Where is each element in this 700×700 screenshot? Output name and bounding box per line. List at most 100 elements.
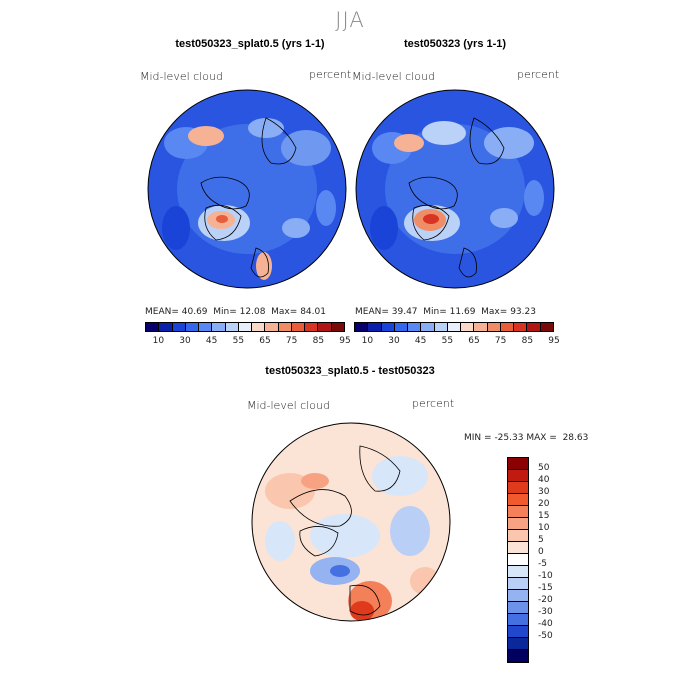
diff-colorbar-tick-label: -10 <box>538 571 553 581</box>
diff-colorbar-tick-label: 30 <box>538 487 550 497</box>
panel-2-min: 11.69 <box>449 307 476 317</box>
colorbar-swatch <box>305 323 319 331</box>
panel-1-greenland-max <box>216 215 228 223</box>
panel-2-units: percent <box>517 68 560 81</box>
colorbar-tick-label: 95 <box>339 336 351 346</box>
colorbar-swatch <box>381 323 395 331</box>
colorbar-swatch <box>291 323 306 331</box>
panel-2-max-label: Max= <box>481 307 508 317</box>
panel-2-colorbar <box>354 322 554 332</box>
colorbar-swatch <box>408 323 422 331</box>
diff-panel-variable: Mid-level cloud <box>247 399 330 412</box>
colorbar-swatch <box>540 323 553 331</box>
diff-colorbar-swatch <box>508 542 528 554</box>
diff-colorbar-tick-label: -50 <box>538 631 553 641</box>
panel-2-mean: 39.47 <box>391 307 418 317</box>
diff-colorbar-swatch <box>508 626 528 638</box>
diff-min: -25.33 <box>494 433 524 443</box>
colorbar-swatch <box>447 323 462 331</box>
diff-max-label: MAX = <box>526 433 557 443</box>
panel-2-polar-map <box>355 89 555 289</box>
diff-colorbar-swatch <box>508 590 528 602</box>
diff-colorbar-swatch <box>508 614 528 626</box>
diff-panel-title: test050323_splat0.5 - test050323 <box>265 365 435 377</box>
panel-1-max: 84.01 <box>300 307 326 317</box>
panel-2-siberia-high <box>394 134 424 152</box>
colorbar-swatch <box>368 323 382 331</box>
colorbar-tick-label: 45 <box>414 336 427 346</box>
diff-colorbar-swatch <box>508 494 528 506</box>
colorbar-swatch <box>394 323 409 331</box>
panel-1-variable: Mid-level cloud <box>140 70 223 83</box>
colorbar-swatch <box>514 323 528 331</box>
diff-colorbar-tick-label: 50 <box>538 463 550 473</box>
diff-min-label: MIN = <box>464 433 492 443</box>
panel-1-mean-label: MEAN= <box>145 307 179 317</box>
colorbar-tick-label: 65 <box>468 336 480 346</box>
diff-colorbar-tick-label: 10 <box>538 523 550 533</box>
panel-2-min-label: Min= <box>423 307 447 317</box>
colorbar-tick-label: 45 <box>205 336 218 346</box>
panel-2-max: 93.23 <box>510 307 536 317</box>
diff-colorbar-swatch <box>508 482 528 494</box>
colorbar-swatch <box>474 323 488 331</box>
diff-colorbar-swatch <box>508 518 528 530</box>
colorbar-swatch <box>500 323 515 331</box>
colorbar-tick-label: 30 <box>179 336 191 346</box>
panel-1-mean: 40.69 <box>181 307 208 317</box>
colorbar-tick-label: 95 <box>548 336 560 346</box>
diff-colorbar-swatch <box>508 470 528 482</box>
panel-2-title: test050323 (yrs 1-1) <box>403 38 507 50</box>
panel-1-colorbar <box>145 322 345 332</box>
colorbar-swatch <box>331 323 344 331</box>
colorbar-swatch <box>238 323 253 331</box>
colorbar-swatch <box>278 323 292 331</box>
colorbar-swatch <box>212 323 226 331</box>
colorbar-swatch <box>434 323 448 331</box>
colorbar-swatch <box>172 323 186 331</box>
diff-colorbar-swatch <box>508 650 528 662</box>
diff-colorbar-tick-label: 5 <box>538 535 544 545</box>
colorbar-swatch <box>421 323 435 331</box>
diff-colorbar-swatch <box>508 506 528 518</box>
colorbar-swatch <box>461 323 475 331</box>
diff-panel-units: percent <box>412 397 455 410</box>
colorbar-swatch <box>487 323 501 331</box>
panel-1-siberia-high <box>188 126 224 146</box>
diff-colorbar-swatch <box>508 530 528 542</box>
colorbar-swatch <box>225 323 239 331</box>
diff-colorbar-tick-label: 0 <box>538 547 544 557</box>
panel-2-colorbar-ticks: 10 30 45 55 65 75 85 95 <box>354 336 560 348</box>
colorbar-swatch <box>146 323 160 331</box>
panel-1-units: percent <box>309 68 352 81</box>
panel-1-polar-map <box>147 89 347 289</box>
diff-colorbar-swatch <box>508 578 528 590</box>
diff-colorbar-swatch <box>508 566 528 578</box>
diff-colorbar-tick-label: 40 <box>538 475 550 485</box>
diff-max: 28.63 <box>562 433 589 443</box>
season-title: JJA <box>335 8 365 32</box>
colorbar-tick-label: 55 <box>441 336 454 346</box>
colorbar-tick-label: 85 <box>312 336 325 346</box>
colorbar-swatch <box>318 323 332 331</box>
colorbar-tick-label: 55 <box>232 336 245 346</box>
colorbar-swatch <box>185 323 200 331</box>
diff-colorbar-tick-label: 20 <box>538 499 550 509</box>
diff-colorbar-tick-label: -15 <box>538 583 553 593</box>
colorbar-tick-label: 10 <box>361 336 374 346</box>
panel-2-stats: MEAN= 39.47 Min= 11.69 Max= 93.23 <box>355 307 536 317</box>
diff-europe-positive <box>350 601 374 621</box>
colorbar-tick-label: 30 <box>388 336 400 346</box>
colorbar-tick-label: 75 <box>494 336 507 346</box>
panel-1-max-label: Max= <box>271 307 298 317</box>
colorbar-swatch <box>199 323 213 331</box>
panel-2-variable: Mid-level cloud <box>352 70 435 83</box>
colorbar-swatch <box>265 323 279 331</box>
diff-colorbar <box>507 457 529 663</box>
diff-colorbar-tick-label: -30 <box>538 607 553 617</box>
colorbar-swatch <box>159 323 173 331</box>
diff-colorbar-tick-label: -5 <box>538 559 547 569</box>
panel-1-min-label: Min= <box>213 307 237 317</box>
diff-colorbar-swatch <box>508 554 528 566</box>
colorbar-swatch <box>527 323 541 331</box>
